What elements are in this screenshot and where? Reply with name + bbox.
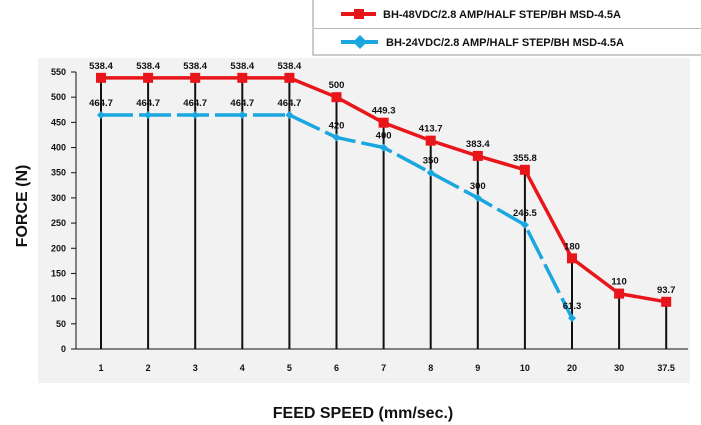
data-label-24vdc: 61.3 (563, 301, 582, 312)
y-axis-title: FORCE (N) (14, 165, 31, 248)
data-label-48vdc: 93.7 (657, 285, 676, 296)
legend: BH-48VDC/2.8 AMP/HALF STEP/BH MSD-4.5A B… (312, 0, 701, 56)
legend-label-24vdc: BH-24VDC/2.8 AMP/HALF STEP/BH MSD-4.5A (386, 37, 624, 49)
data-label-24vdc: 464.7 (183, 98, 207, 109)
data-label-48vdc: 355.8 (513, 153, 537, 164)
data-label-48vdc: 538.4 (89, 61, 113, 72)
data-point-24vdc (426, 168, 435, 177)
data-label-24vdc: 464.7 (278, 98, 302, 109)
x-tick-label: 5 (287, 363, 292, 373)
data-point-48vdc (472, 150, 483, 161)
legend-red-marker (354, 9, 364, 19)
data-point-48vdc (614, 288, 625, 299)
data-point-48vdc (96, 72, 106, 83)
y-tick-label: 550 (51, 67, 66, 77)
y-tick-label: 450 (51, 117, 66, 127)
data-point-24vdc (568, 314, 576, 323)
x-tick-labels: 1 2 3 4 5 6 7 8 9 10 20 30 37.5 (98, 363, 674, 373)
data-point-48vdc (425, 135, 436, 146)
x-tick-label: 30 (614, 363, 624, 373)
data-point-48vdc (567, 253, 577, 264)
data-point-48vdc (331, 92, 342, 103)
data-label-48vdc: 500 (329, 80, 345, 91)
legend-label-48vdc: BH-48VDC/2.8 AMP/HALF STEP/BH MSD-4.5A (383, 9, 621, 21)
y-tick-label: 400 (51, 143, 66, 153)
y-tick-labels: 0 50 100 150 200 250 300 350 400 450 500 550 (51, 67, 66, 354)
y-tick-label: 150 (51, 268, 66, 278)
data-label-48vdc: 383.4 (466, 139, 490, 150)
y-tick-label: 100 (51, 294, 66, 304)
y-tick-label: 250 (51, 218, 66, 228)
data-point-24vdc (97, 110, 105, 119)
data-point-48vdc (143, 72, 154, 83)
data-point-24vdc (191, 110, 200, 119)
legend-divider (314, 28, 701, 29)
x-tick-label: 37.5 (657, 363, 675, 373)
data-point-24vdc (520, 220, 529, 229)
legend-box (312, 0, 701, 56)
data-label-48vdc: 538.4 (278, 61, 302, 72)
data-point-24vdc (332, 133, 341, 142)
x-tick-label: 2 (146, 363, 151, 373)
x-tick-label: 10 (520, 363, 530, 373)
data-label-48vdc: 110 (611, 277, 626, 288)
data-point-24vdc (379, 143, 388, 152)
y-tick-label: 300 (51, 193, 66, 203)
data-label-24vdc: 350 (423, 156, 439, 167)
x-tick-label: 1 (98, 363, 103, 373)
data-point-48vdc (237, 72, 248, 83)
data-label-24vdc: 464.7 (136, 98, 160, 109)
data-point-48vdc (190, 72, 201, 83)
x-axis-title: FEED SPEED (mm/sec.) (273, 405, 454, 422)
x-tick-label: 20 (567, 363, 577, 373)
y-tick-label: 0 (61, 344, 66, 354)
data-point-24vdc (473, 193, 482, 202)
data-label-48vdc: 180 (564, 241, 580, 252)
legend-blue-marker (353, 35, 367, 49)
x-tick-label: 7 (381, 363, 386, 373)
x-tick-label: 6 (334, 363, 339, 373)
y-tick-label: 350 (51, 168, 66, 178)
data-label-48vdc: 538.4 (230, 61, 254, 72)
y-tick-label: 500 (51, 92, 66, 102)
data-label-48vdc: 413.7 (419, 124, 443, 135)
data-label-24vdc: 464.7 (230, 98, 254, 109)
data-label-24vdc: 400 (376, 131, 392, 142)
data-point-24vdc (144, 110, 153, 119)
data-label-24vdc: 464.7 (89, 98, 113, 109)
data-point-48vdc (378, 117, 389, 128)
x-tick-label: 3 (193, 363, 198, 373)
data-label-24vdc: 420 (329, 120, 345, 131)
y-tick-label: 200 (51, 243, 66, 253)
data-labels: 538.4 538.4 538.4 538.4 538.4 500 449.3 413.7 38… (89, 61, 675, 312)
data-point-24vdc (238, 110, 247, 119)
axes (71, 71, 688, 350)
series-markers (96, 72, 672, 323)
data-point-48vdc (284, 72, 295, 83)
data-label-24vdc: 246.5 (513, 208, 537, 219)
x-tick-label: 8 (428, 363, 433, 373)
data-label-24vdc: 300 (470, 181, 486, 192)
data-point-24vdc (285, 110, 294, 119)
data-point-48vdc (519, 164, 530, 175)
data-label-48vdc: 538.4 (183, 61, 207, 72)
data-point-48vdc (661, 296, 672, 307)
y-tick-label: 50 (56, 319, 66, 329)
x-tick-label: 4 (240, 363, 245, 373)
data-label-48vdc: 538.4 (136, 61, 160, 72)
data-label-48vdc: 449.3 (372, 106, 396, 117)
x-tick-label: 9 (475, 363, 480, 373)
